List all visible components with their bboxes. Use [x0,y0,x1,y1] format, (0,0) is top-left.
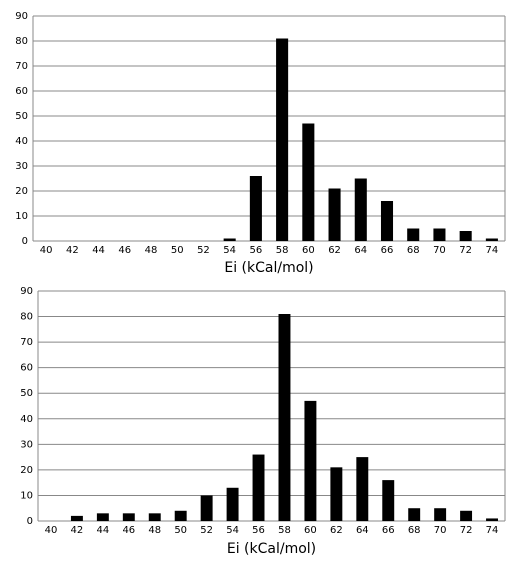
x-axis-title: Ei (kCal/mol) [227,541,316,557]
x-tick-label: 44 [96,525,109,536]
x-tick-label: 54 [223,245,236,256]
bar [226,487,239,521]
x-tick-label: 68 [408,525,421,536]
x-tick-label: 46 [122,525,135,536]
bar [380,201,394,241]
bar [433,228,446,241]
y-tick-label: 50 [15,111,28,122]
x-tick-label: 48 [145,245,158,256]
y-tick-label: 50 [20,388,33,399]
x-tick-label: 42 [66,245,79,256]
bar [148,513,161,521]
bar [354,178,367,241]
x-tick-label: 50 [174,525,187,536]
bar [200,495,213,521]
x-tick-label: 40 [45,525,58,536]
y-tick-label: 20 [20,465,33,476]
x-tick-label: 66 [382,525,395,536]
x-tick-label: 62 [330,525,343,536]
x-tick-label: 70 [433,245,446,256]
y-tick-label: 30 [15,161,28,172]
y-tick-label: 80 [15,36,28,47]
bar [276,38,289,241]
bar [407,228,420,241]
y-tick-label: 0 [22,236,28,247]
x-tick-label: 68 [407,245,420,256]
x-tick-label: 72 [459,245,472,256]
y-tick-label: 20 [15,186,28,197]
x-tick-label: 44 [92,245,105,256]
x-tick-label: 52 [197,245,210,256]
bar [459,231,472,241]
bar [174,510,187,521]
y-tick-label: 90 [15,11,28,22]
bar [408,508,421,521]
x-tick-label: 58 [278,525,291,536]
y-tick-label: 80 [20,312,33,323]
y-tick-label: 40 [15,136,28,147]
x-tick-label: 48 [148,525,161,536]
x-tick-label: 50 [171,245,184,256]
x-tick-label: 60 [302,245,315,256]
x-tick-label: 58 [276,245,289,256]
y-tick-label: 90 [20,286,33,297]
x-tick-label: 42 [71,525,84,536]
x-tick-label: 54 [226,525,239,536]
x-tick-label: 70 [434,525,447,536]
x-tick-label: 56 [252,525,265,536]
y-tick-label: 40 [20,414,33,425]
x-tick-label: 40 [40,245,53,256]
bar [249,176,262,241]
bar [70,515,83,521]
x-tick-label: 62 [328,245,341,256]
bar [252,454,265,521]
y-tick-label: 60 [15,86,28,97]
x-tick-label: 64 [356,525,369,536]
y-tick-label: 10 [20,490,33,501]
x-axis-title: Ei (kCal/mol) [224,260,313,276]
x-tick-label: 72 [460,525,473,536]
bar [328,188,341,241]
bar [356,457,369,521]
bar [382,480,395,521]
y-tick-label: 70 [20,337,33,348]
bar [330,467,343,521]
bar [223,238,236,241]
x-tick-label: 74 [486,525,499,536]
x-tick-label: 56 [250,245,263,256]
y-tick-label: 10 [15,211,28,222]
x-tick-label: 64 [354,245,367,256]
bar [96,513,109,521]
x-tick-label: 52 [200,525,213,536]
bar [304,400,317,521]
bar [302,123,315,241]
bar [460,510,473,521]
y-tick-label: 30 [20,439,33,450]
x-tick-label: 60 [304,525,317,536]
bar [278,314,291,521]
x-tick-label: 74 [486,245,499,256]
y-tick-label: 70 [15,61,28,72]
bar [434,508,447,521]
x-tick-label: 66 [381,245,394,256]
y-tick-label: 60 [20,363,33,374]
bar [486,518,498,521]
bar [485,238,498,241]
y-tick-label: 0 [27,516,33,527]
bar [122,513,135,521]
x-tick-label: 46 [118,245,131,256]
